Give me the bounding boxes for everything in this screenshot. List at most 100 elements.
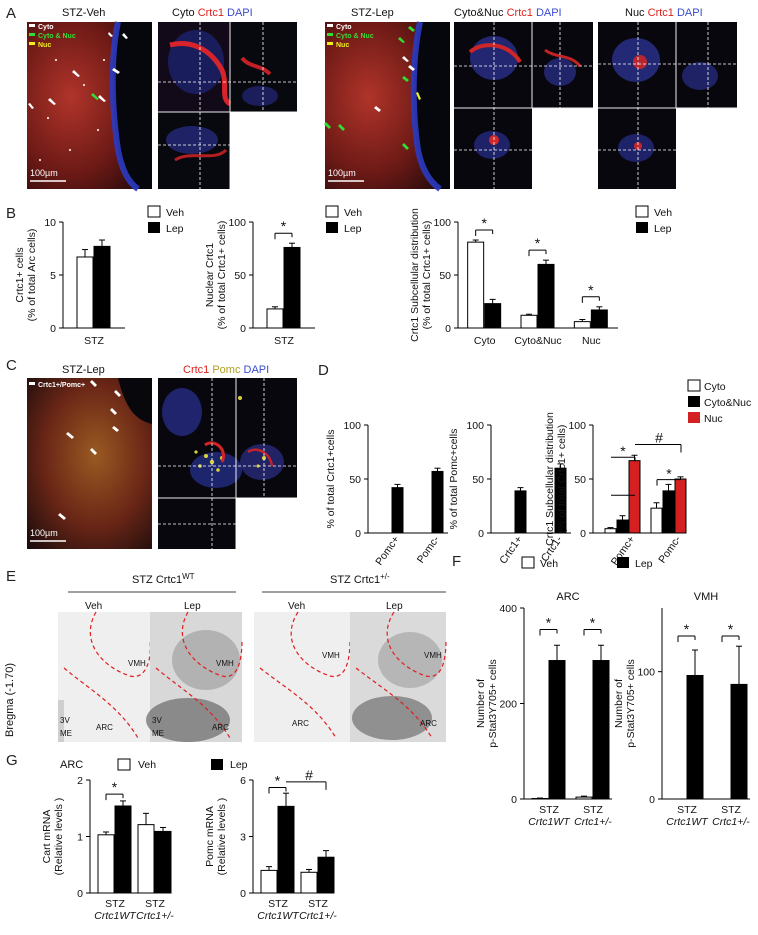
bar <box>431 470 444 534</box>
arrow-markers-veh <box>28 32 128 109</box>
y-tick-label: 400 <box>499 603 517 615</box>
svg-text:VMH: VMH <box>322 651 340 660</box>
svg-text:STZ Crtc1WT: STZ Crtc1WT <box>132 572 195 586</box>
y-axis-label: Crtc1 Subcellular distribution <box>544 412 556 546</box>
y-tick-label: 6 <box>240 775 246 787</box>
section-label: Lep <box>184 601 201 612</box>
bar-veh <box>137 824 155 894</box>
y-axis-label: Crtc1 Subcellular distribution <box>409 208 421 342</box>
bar-nuc <box>674 478 687 534</box>
panel-letter-b: B <box>6 205 16 222</box>
svg-text:Nuc: Nuc <box>38 42 51 49</box>
y-tick-label: 200 <box>499 699 517 711</box>
significance-marker: * <box>684 621 690 637</box>
svg-text:STZ Crtc1+/-: STZ Crtc1+/- <box>330 572 390 586</box>
y-tick-label: 50 <box>574 474 586 486</box>
y-tick-label: 0 <box>355 528 361 540</box>
panel-letter-g: G <box>6 752 18 769</box>
y-tick-label: 100 <box>466 420 484 432</box>
significance-marker: * <box>281 218 287 234</box>
bar-lep <box>537 263 555 329</box>
y-axis-label: Nuclear Crtc1 <box>204 243 216 307</box>
y-tick-label: 0 <box>240 323 246 335</box>
y-axis-label: (Relative levels ) <box>53 798 65 876</box>
panel-letter-f: F <box>452 553 461 570</box>
bar-veh <box>520 314 538 329</box>
y-tick-label: 50 <box>234 270 246 282</box>
significance-marker: * <box>546 614 552 630</box>
legend-c-label: Crtc1+/Pomc+ <box>38 382 85 389</box>
chart-f1: 0 200 400 Number of p-Stat3Y705+ cells ARC STZ… <box>475 591 612 828</box>
scale-bar-label-c: 100µm <box>30 528 58 538</box>
svg-text:VMH: VMH <box>216 659 234 668</box>
panel-letter-d: D <box>318 362 329 379</box>
bregma-label: Bregma (-1.70) <box>4 663 16 737</box>
x-tick-label: Cyto&Nuc <box>514 335 561 347</box>
x-tick-label: Crtc1+ <box>497 534 525 566</box>
bar-lep <box>317 856 335 894</box>
bar-veh <box>97 834 115 894</box>
section-veh-het: VMH ARC <box>254 611 351 742</box>
y-tick-label: 0 <box>511 794 517 806</box>
y-tick-label: 2 <box>77 775 83 787</box>
inset-title-c: Crtc1 Pomc DAPI <box>183 364 269 376</box>
bar-veh <box>266 308 284 329</box>
y-axis-label: (% of total Crtc1+ cells) <box>421 221 433 330</box>
legend-b2: Veh Lep <box>325 205 362 235</box>
svg-text:Nuc: Nuc <box>336 42 349 49</box>
y-axis-label: Number of <box>613 679 625 728</box>
section-lep-het: VMH ARC <box>350 611 447 742</box>
inset-lep-nuc <box>598 22 737 189</box>
y-axis-label: (% of total Arc cells) <box>26 229 38 322</box>
x-tick-label: Crtc1WT <box>94 910 137 922</box>
panel-letter-e: E <box>6 568 16 585</box>
group-title-het: STZ Crtc1+/- <box>262 572 446 593</box>
bar-cyto <box>650 507 663 534</box>
legend-d: Cyto Cyto&Nuc Nuc <box>687 379 751 425</box>
legend-f: Veh Lep <box>521 556 653 570</box>
micrograph-title-lep: STZ-Lep <box>351 7 394 19</box>
micrograph-stz-veh <box>27 21 152 192</box>
bar-veh <box>575 796 593 800</box>
bar-veh <box>467 241 485 329</box>
y-tick-label: 3 <box>240 832 246 844</box>
svg-text:Cyto & Nuc: Cyto & Nuc <box>336 33 374 40</box>
x-tick-label: Pomc+ <box>373 534 402 568</box>
x-tick-label: STZ <box>721 804 741 816</box>
chart-b1: 0 5 10 Crtc1+ cells (% of total Arc cells) ST… <box>14 217 125 347</box>
svg-text:Lep: Lep <box>635 558 653 570</box>
chart-b2: 0 50 100 Nuclear Crtc1 (% of total Crtc1+ ce… <box>204 217 315 347</box>
y-tick-label: 100 <box>637 667 655 679</box>
chart-b3: 0 50 100 Crtc1 Subcellular distribution (% o… <box>409 208 618 347</box>
y-tick-label: 100 <box>343 420 361 432</box>
significance-marker: * <box>590 614 596 630</box>
x-tick-label: STZ <box>268 898 288 910</box>
bar-nuc <box>628 460 641 534</box>
bar-lep <box>283 246 301 329</box>
section-label: Veh <box>85 601 102 612</box>
svg-text:Veh: Veh <box>654 207 672 219</box>
y-tick-label: 0 <box>445 323 451 335</box>
y-axis-label: p-Stat3Y705+ cells <box>487 659 499 747</box>
svg-text:ARC: ARC <box>420 719 437 728</box>
significance-marker: # <box>655 429 663 445</box>
inset-title-cyto: Cyto Crtc1 DAPI <box>172 7 253 19</box>
bar-veh <box>76 256 94 329</box>
section-veh-wt: VMH ARC 3V ME <box>58 611 151 742</box>
bar-lep <box>484 303 502 329</box>
bar-veh <box>300 871 318 894</box>
svg-text:Veh: Veh <box>166 207 184 219</box>
inset-veh-cyto <box>158 22 297 189</box>
x-tick-label: STZ <box>677 804 697 816</box>
y-tick-label: 0 <box>580 528 586 540</box>
y-axis-label: % of total Crtc1+cells <box>325 430 337 529</box>
svg-text:Cyto: Cyto <box>38 24 54 31</box>
bar-lep <box>686 674 704 800</box>
svg-text:Lep: Lep <box>166 223 184 235</box>
inset-crtc1-pomc <box>158 378 297 549</box>
scale-bar-label: 100µm <box>30 168 58 178</box>
bar-veh <box>260 869 278 894</box>
